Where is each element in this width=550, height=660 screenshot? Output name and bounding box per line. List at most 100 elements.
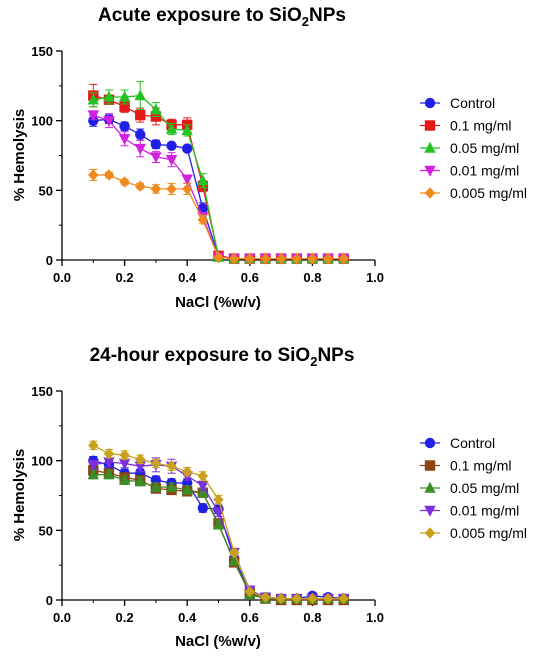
y-axis-label: % Hemolysis <box>11 109 28 202</box>
data-point <box>118 90 131 102</box>
data-point <box>244 585 255 598</box>
legend-label: Control <box>450 95 495 111</box>
data-point <box>291 252 302 265</box>
x-tick-label: 1.0 <box>366 610 384 625</box>
data-point <box>181 483 193 495</box>
data-point <box>182 183 193 195</box>
data-point <box>88 169 99 181</box>
data-point <box>134 461 146 473</box>
data-point <box>87 468 99 480</box>
legend-label: Control <box>450 435 495 451</box>
chart-title-subscript: 2 <box>302 14 309 29</box>
series-line <box>93 94 344 260</box>
data-point <box>181 124 193 136</box>
series-line <box>93 469 344 601</box>
series-line <box>93 174 344 260</box>
data-point <box>197 470 209 482</box>
series-4 <box>88 439 349 605</box>
chart-title-subscript: 2 <box>310 354 317 369</box>
series-1 <box>88 464 349 606</box>
legend-label: 0.005 mg/ml <box>450 525 527 541</box>
acute-exposure-chart: Acute exposure to SiO2NPs NaCl (%w/v) % … <box>11 5 527 311</box>
legend-label: 0.01 mg/ml <box>450 503 519 519</box>
data-point <box>338 252 349 265</box>
x-tick-label: 0.4 <box>178 610 197 625</box>
data-point <box>135 180 146 192</box>
data-point <box>165 154 178 166</box>
data-point <box>119 176 130 188</box>
series-line <box>93 114 344 260</box>
y-tick-label: 100 <box>31 454 53 469</box>
data-point <box>228 554 240 566</box>
legend-label: 0.1 mg/ml <box>450 458 511 474</box>
data-point <box>166 460 177 472</box>
legend-marker <box>424 141 436 153</box>
series-line <box>93 461 344 600</box>
legend-marker <box>424 437 436 449</box>
data-point <box>150 480 162 492</box>
data-point <box>150 457 162 470</box>
data-point <box>135 453 146 465</box>
data-point <box>119 121 130 132</box>
legend-label: 0.05 mg/ml <box>450 140 519 156</box>
data-point <box>87 110 99 122</box>
series-1 <box>88 83 349 264</box>
legend-item: 0.01 mg/ml <box>420 503 519 519</box>
y-tick-label: 0 <box>46 593 53 608</box>
data-point <box>150 103 162 115</box>
data-point <box>166 140 177 151</box>
data-point <box>213 493 224 506</box>
legend-label: 0.05 mg/ml <box>450 480 519 496</box>
legend-item: 0.05 mg/ml <box>420 140 519 156</box>
data-point <box>275 592 287 605</box>
x-tick-label: 0.4 <box>178 270 197 285</box>
data-point <box>228 252 240 265</box>
data-point <box>260 252 271 265</box>
y-tick-label: 50 <box>39 523 53 538</box>
legend-label: 0.01 mg/ml <box>450 163 519 179</box>
data-point <box>322 592 334 605</box>
data-point <box>103 448 115 460</box>
x-axis-label: NaCl (%w/v) <box>175 633 261 650</box>
data-point <box>244 252 255 265</box>
legend-item: Control <box>420 95 495 111</box>
chart-title-main: Acute exposure to SiO <box>98 5 302 26</box>
y-tick-label: 0 <box>46 253 53 268</box>
data-point <box>197 174 209 186</box>
x-tick-label: 0.8 <box>303 270 321 285</box>
x-tick-label: 0.2 <box>116 610 134 625</box>
data-point <box>118 134 131 145</box>
x-tick-label: 0.6 <box>241 610 259 625</box>
data-point <box>212 518 225 530</box>
series-3 <box>87 110 350 265</box>
chart-title: Acute exposure to SiO2NPs <box>98 5 346 29</box>
legend-marker <box>424 187 436 199</box>
legend-marker <box>424 505 436 517</box>
data-point <box>119 101 130 112</box>
y-tick-label: 50 <box>39 183 53 198</box>
legend-marker <box>424 527 436 539</box>
x-tick-label: 0.2 <box>116 270 134 285</box>
24-hour-exposure-chart: 24-hour exposure to SiO2NPs NaCl (%w/v) … <box>11 345 527 650</box>
data-point <box>119 449 130 461</box>
data-point <box>134 475 146 487</box>
x-tick-label: 0.0 <box>53 610 71 625</box>
legend-item: 0.1 mg/ml <box>420 118 511 134</box>
axes: 0 50 100 150 0.0 0.2 0.4 0.6 0.8 1.0 <box>31 384 384 625</box>
legend-marker <box>424 120 436 131</box>
data-point <box>165 122 178 134</box>
data-point <box>118 458 131 470</box>
data-point <box>197 502 209 514</box>
y-tick-label: 100 <box>31 114 53 129</box>
legend-item: 0.01 mg/ml <box>420 163 519 179</box>
series-line <box>93 118 344 260</box>
legend-item: Control <box>420 435 495 451</box>
data-point <box>181 174 193 186</box>
data-point <box>103 169 115 181</box>
series-line <box>93 473 344 600</box>
data-point <box>307 592 318 605</box>
data-point <box>150 183 162 195</box>
data-point <box>307 252 318 265</box>
y-tick-label: 150 <box>31 44 53 59</box>
